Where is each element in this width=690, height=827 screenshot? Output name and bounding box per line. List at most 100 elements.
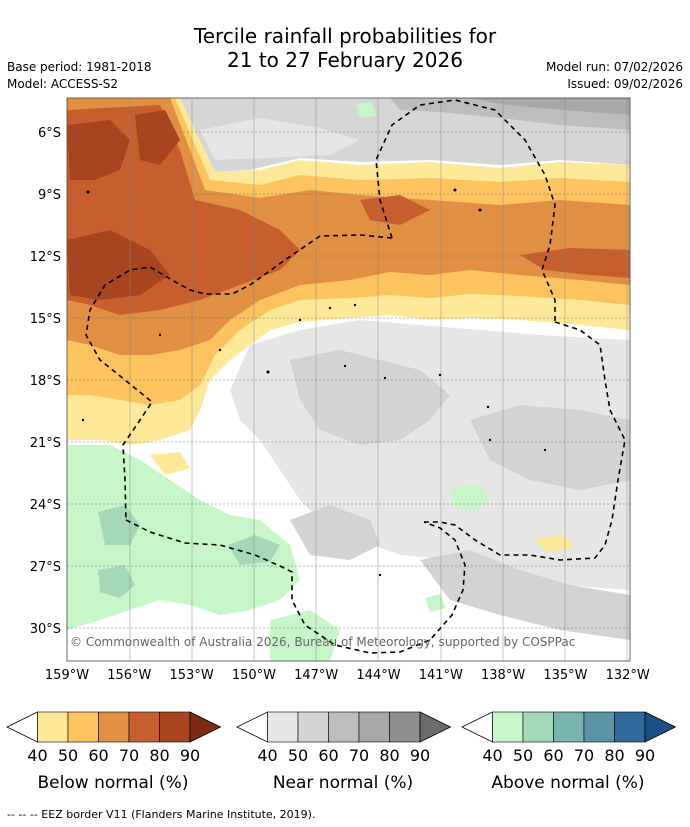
title-line-2: 21 to 27 February 2026 xyxy=(227,48,463,72)
above-normal-north-patch xyxy=(356,102,376,118)
lat-label: 9°S xyxy=(38,188,61,203)
above-legend-tick: 70 xyxy=(574,746,594,765)
above-normal-60-region xyxy=(98,505,140,545)
near-legend-tick: 80 xyxy=(379,746,399,765)
above-legend-swatch xyxy=(492,711,524,743)
lat-label: 30°S xyxy=(30,622,61,637)
map-gridlines xyxy=(67,131,630,629)
near-legend-swatch xyxy=(297,711,329,743)
run-info: Model run: 07/02/2026 Issued: 09/02/2026 xyxy=(546,59,683,93)
map-fields: © Commonwealth of Australia 2026, Bureau… xyxy=(67,98,630,661)
above-legend-swatch xyxy=(553,711,585,743)
model-info: Base period: 1981-2018 Model: ACCESS-S2 xyxy=(7,59,152,93)
near-legend-swatch xyxy=(267,711,299,743)
lat-label: 24°S xyxy=(30,498,61,513)
lat-label: 6°S xyxy=(38,126,61,141)
eez-border-south xyxy=(125,519,466,654)
below-legend-swatch xyxy=(37,711,69,743)
lon-label: 144°W xyxy=(356,668,400,683)
lat-label: 18°S xyxy=(30,374,61,389)
legend-above-normal: 40 50 60 70 80 90 xyxy=(461,711,677,765)
above-legend-tick: 60 xyxy=(543,746,563,765)
above-normal-east-patch xyxy=(450,484,490,512)
below-normal-70-east-region xyxy=(520,248,630,278)
near-normal-south-region xyxy=(420,550,630,640)
below-legend-tick: 80 xyxy=(149,746,169,765)
base-period-text: Base period: 1981-2018 xyxy=(7,60,152,74)
model-name-text: Model: ACCESS-S2 xyxy=(7,77,119,91)
above-normal-50-south-region xyxy=(270,610,340,661)
eez-borders xyxy=(85,99,626,654)
near-normal-east-mid-region xyxy=(470,405,630,490)
near-legend-tick: 70 xyxy=(349,746,369,765)
eez-border-marquesas xyxy=(375,99,556,322)
below-legend-swatch xyxy=(98,711,130,743)
below-normal-80-region-2 xyxy=(135,110,180,165)
below-legend-swatch xyxy=(159,711,191,743)
lat-label: 27°S xyxy=(30,560,61,575)
model-run-text: Model run: 07/02/2026 xyxy=(545,60,683,74)
above-legend-arrow-low xyxy=(461,711,493,743)
above-legend-arrow-high xyxy=(644,711,677,743)
below-legend-swatch xyxy=(67,711,99,743)
near-normal-north-darkest-region xyxy=(470,98,630,115)
lon-label: 138°W xyxy=(481,668,525,683)
eez-border-central xyxy=(85,234,393,521)
near-legend-swatch xyxy=(328,711,360,743)
above-legend-tick: 40 xyxy=(482,746,502,765)
legend: 40 50 60 70 80 90 40 50 60 70 80 90 40 50 60 70 80 90 B… xyxy=(6,711,677,793)
above-legend-swatch xyxy=(522,711,554,743)
title-line-1: Tercile rainfall probabilities for xyxy=(193,24,497,48)
near-legend-swatch xyxy=(389,711,421,743)
below-normal-80-region-3 xyxy=(67,230,170,300)
lon-label: 132°W xyxy=(606,668,650,683)
near-legend-tick: 50 xyxy=(288,746,308,765)
below-legend-tick: 60 xyxy=(88,746,108,765)
island-markers xyxy=(81,188,547,577)
lon-label: 147°W xyxy=(294,668,338,683)
near-normal-north-light-region xyxy=(200,118,360,160)
below-legend-arrow-low xyxy=(6,711,38,743)
lon-label: 135°W xyxy=(543,668,587,683)
lon-label: 150°W xyxy=(232,668,276,683)
eez-footnote: -- -- -- EEZ border V11 (Flanders Marine… xyxy=(7,808,316,821)
legend-below-normal: 40 50 60 70 80 90 xyxy=(6,711,222,765)
lon-label: 156°W xyxy=(107,668,151,683)
near-legend-arrow-low xyxy=(236,711,268,743)
near-legend-tick: 60 xyxy=(318,746,338,765)
below-normal-label: Below normal (%) xyxy=(38,773,189,793)
above-normal-label: Above normal (%) xyxy=(491,773,644,793)
below-legend-arrow-high xyxy=(189,711,222,743)
near-legend-arrow-high xyxy=(419,711,452,743)
lon-label: 141°W xyxy=(419,668,463,683)
below-normal-80-region xyxy=(67,120,130,180)
below-normal-40-south-patch xyxy=(150,452,190,475)
below-legend-swatch xyxy=(128,711,160,743)
lat-label: 21°S xyxy=(30,436,61,451)
near-normal-southwest-region xyxy=(290,505,380,560)
near-legend-swatch xyxy=(358,711,390,743)
lat-label: 12°S xyxy=(30,250,61,265)
above-normal-60-region-2 xyxy=(98,565,135,598)
lat-label: 15°S xyxy=(30,312,61,327)
above-legend-tick: 80 xyxy=(604,746,624,765)
above-legend-tick: 90 xyxy=(635,746,655,765)
above-legend-swatch xyxy=(583,711,615,743)
copyright-notice: © Commonwealth of Australia 2026, Bureau… xyxy=(70,635,575,649)
longitude-labels: 159°W 156°W 153°W 150°W 147°W 144°W 141°W 138°W… xyxy=(45,668,650,683)
below-legend-tick: 40 xyxy=(27,746,47,765)
map-frame xyxy=(66,97,631,662)
lon-label: 159°W xyxy=(45,668,89,683)
latitude-labels: 6°S 9°S 12°S 15°S 18°S 21°S 24°S 27°S 30°S xyxy=(30,126,61,637)
eez-border-east xyxy=(424,321,626,561)
below-legend-tick: 50 xyxy=(58,746,78,765)
map-meridians xyxy=(129,98,628,661)
near-normal-label: Near normal (%) xyxy=(273,773,413,793)
below-legend-tick: 90 xyxy=(180,746,200,765)
near-legend-tick: 90 xyxy=(410,746,430,765)
above-legend-swatch xyxy=(614,711,646,743)
near-legend-tick: 40 xyxy=(257,746,277,765)
below-legend-tick: 70 xyxy=(119,746,139,765)
below-normal-70-central-patch xyxy=(360,195,430,225)
probability-map: © Commonwealth of Australia 2026, Bureau… xyxy=(30,97,650,683)
